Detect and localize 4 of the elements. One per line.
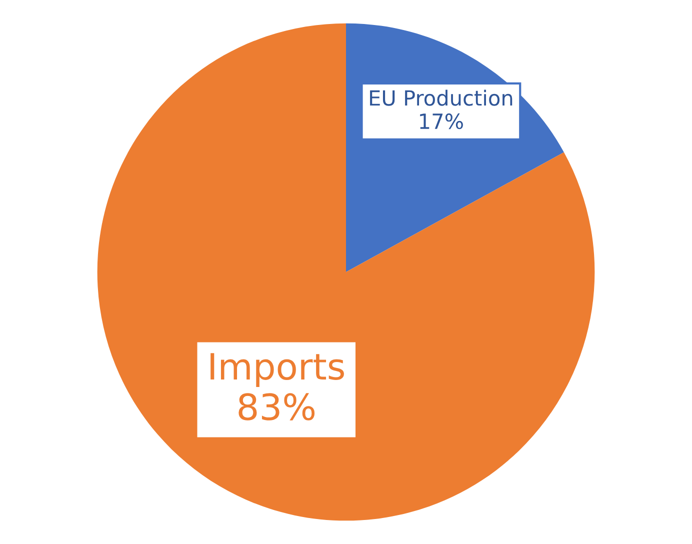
slice-label: EU Production bbox=[370, 90, 512, 106]
data-label: 17% bbox=[420, 113, 463, 130]
data-label: 83% bbox=[238, 393, 315, 420]
slice-label: Imports bbox=[210, 353, 344, 387]
